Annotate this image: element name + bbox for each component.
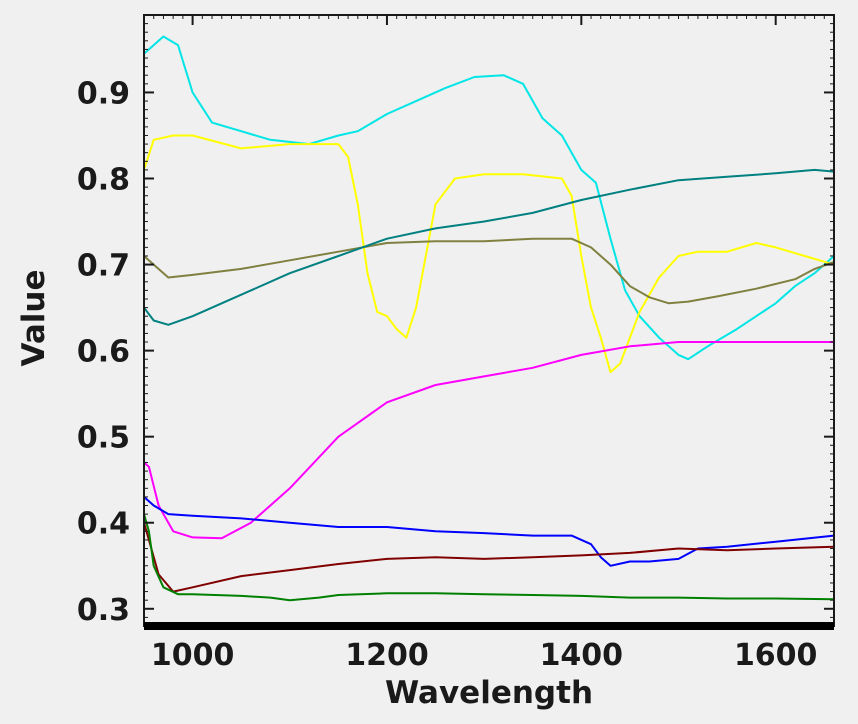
x-tick-label: 1600: [734, 638, 818, 673]
y-tick-label: 0.5: [77, 421, 130, 456]
series-line-4: [143, 168, 835, 326]
x-tick-label: 1000: [151, 638, 235, 673]
y-tick-label: 0.9: [77, 76, 130, 111]
x-tick-label: 1400: [540, 638, 624, 673]
series-line-5: [143, 341, 835, 540]
y-axis-title: Value: [16, 270, 52, 367]
x-axis: 1000 1200 1400 1600: [143, 15, 835, 673]
series-line-2: [143, 134, 835, 374]
x-axis-bar: [144, 622, 834, 630]
series-line-8: [143, 513, 835, 602]
x-tick-label: 1200: [345, 638, 429, 673]
series-line-6: [143, 495, 835, 567]
series-line-7: [143, 521, 835, 593]
y-tick-label: 0.4: [77, 507, 130, 542]
y-axis: 0.3 0.4 0.5 0.6 0.7 0.8 0.9: [77, 23, 834, 628]
y-tick-label: 0.6: [77, 335, 130, 370]
y-tick-label: 0.8: [77, 163, 130, 198]
x-axis-title: Wavelength: [385, 675, 593, 711]
y-tick-label: 0.3: [77, 593, 130, 628]
plot-area: [144, 15, 834, 626]
series-line-1: [143, 35, 835, 361]
series-group: [143, 35, 835, 602]
series-line-3: [143, 237, 835, 305]
y-tick-label: 0.7: [77, 249, 130, 284]
